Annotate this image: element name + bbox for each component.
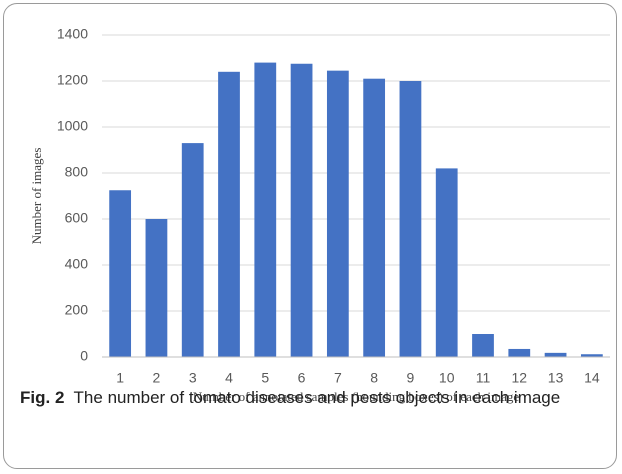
y-tick-label: 1000 (57, 118, 88, 134)
x-tick-label: 4 (225, 370, 233, 386)
bar (544, 352, 567, 357)
frame (3, 3, 617, 469)
bar (254, 62, 277, 357)
y-tick-label: 400 (65, 256, 89, 272)
bar (580, 354, 603, 357)
x-tick-label: 1 (116, 370, 124, 386)
y-tick-label: 0 (80, 348, 88, 364)
x-tick-label: 5 (261, 370, 269, 386)
x-tick-label: 2 (153, 370, 161, 386)
x-tick-label: 6 (298, 370, 306, 386)
bar (363, 78, 386, 357)
bar (145, 219, 168, 357)
y-tick-label: 800 (65, 164, 89, 180)
x-tick-label: 8 (370, 370, 378, 386)
y-tick-label: 1200 (57, 72, 88, 88)
y-axis-label: Number of images (29, 148, 44, 245)
x-tick-label: 14 (584, 370, 600, 386)
x-tick-label: 3 (189, 370, 197, 386)
x-tick-label: 12 (511, 370, 527, 386)
x-tick-label: 10 (439, 370, 455, 386)
bar (181, 143, 204, 357)
x-tick-label: 11 (476, 370, 491, 386)
chart: Number of images Number of annotated sam… (29, 26, 610, 404)
y-tick-label: 1400 (57, 26, 88, 42)
x-tick-label: 9 (407, 370, 415, 386)
caption-text: The number of tomato diseases and pests … (73, 388, 561, 407)
bar (435, 168, 458, 357)
caption: Fig. 2 The number of tomato diseases and… (20, 385, 590, 411)
bar (326, 70, 349, 358)
bar (399, 81, 422, 357)
bar (472, 334, 494, 357)
bar (508, 348, 531, 357)
x-tick-label: 13 (548, 370, 564, 386)
y-tick-label: 200 (65, 302, 89, 318)
caption-label: Fig. 2 (20, 388, 65, 407)
x-axis-label: Number of annotated samples (bounding bo… (193, 389, 520, 404)
bar (218, 71, 240, 358)
x-tick-label: 7 (334, 370, 342, 386)
y-tick-label: 600 (65, 210, 89, 226)
bar (109, 190, 132, 357)
bar (290, 63, 313, 357)
